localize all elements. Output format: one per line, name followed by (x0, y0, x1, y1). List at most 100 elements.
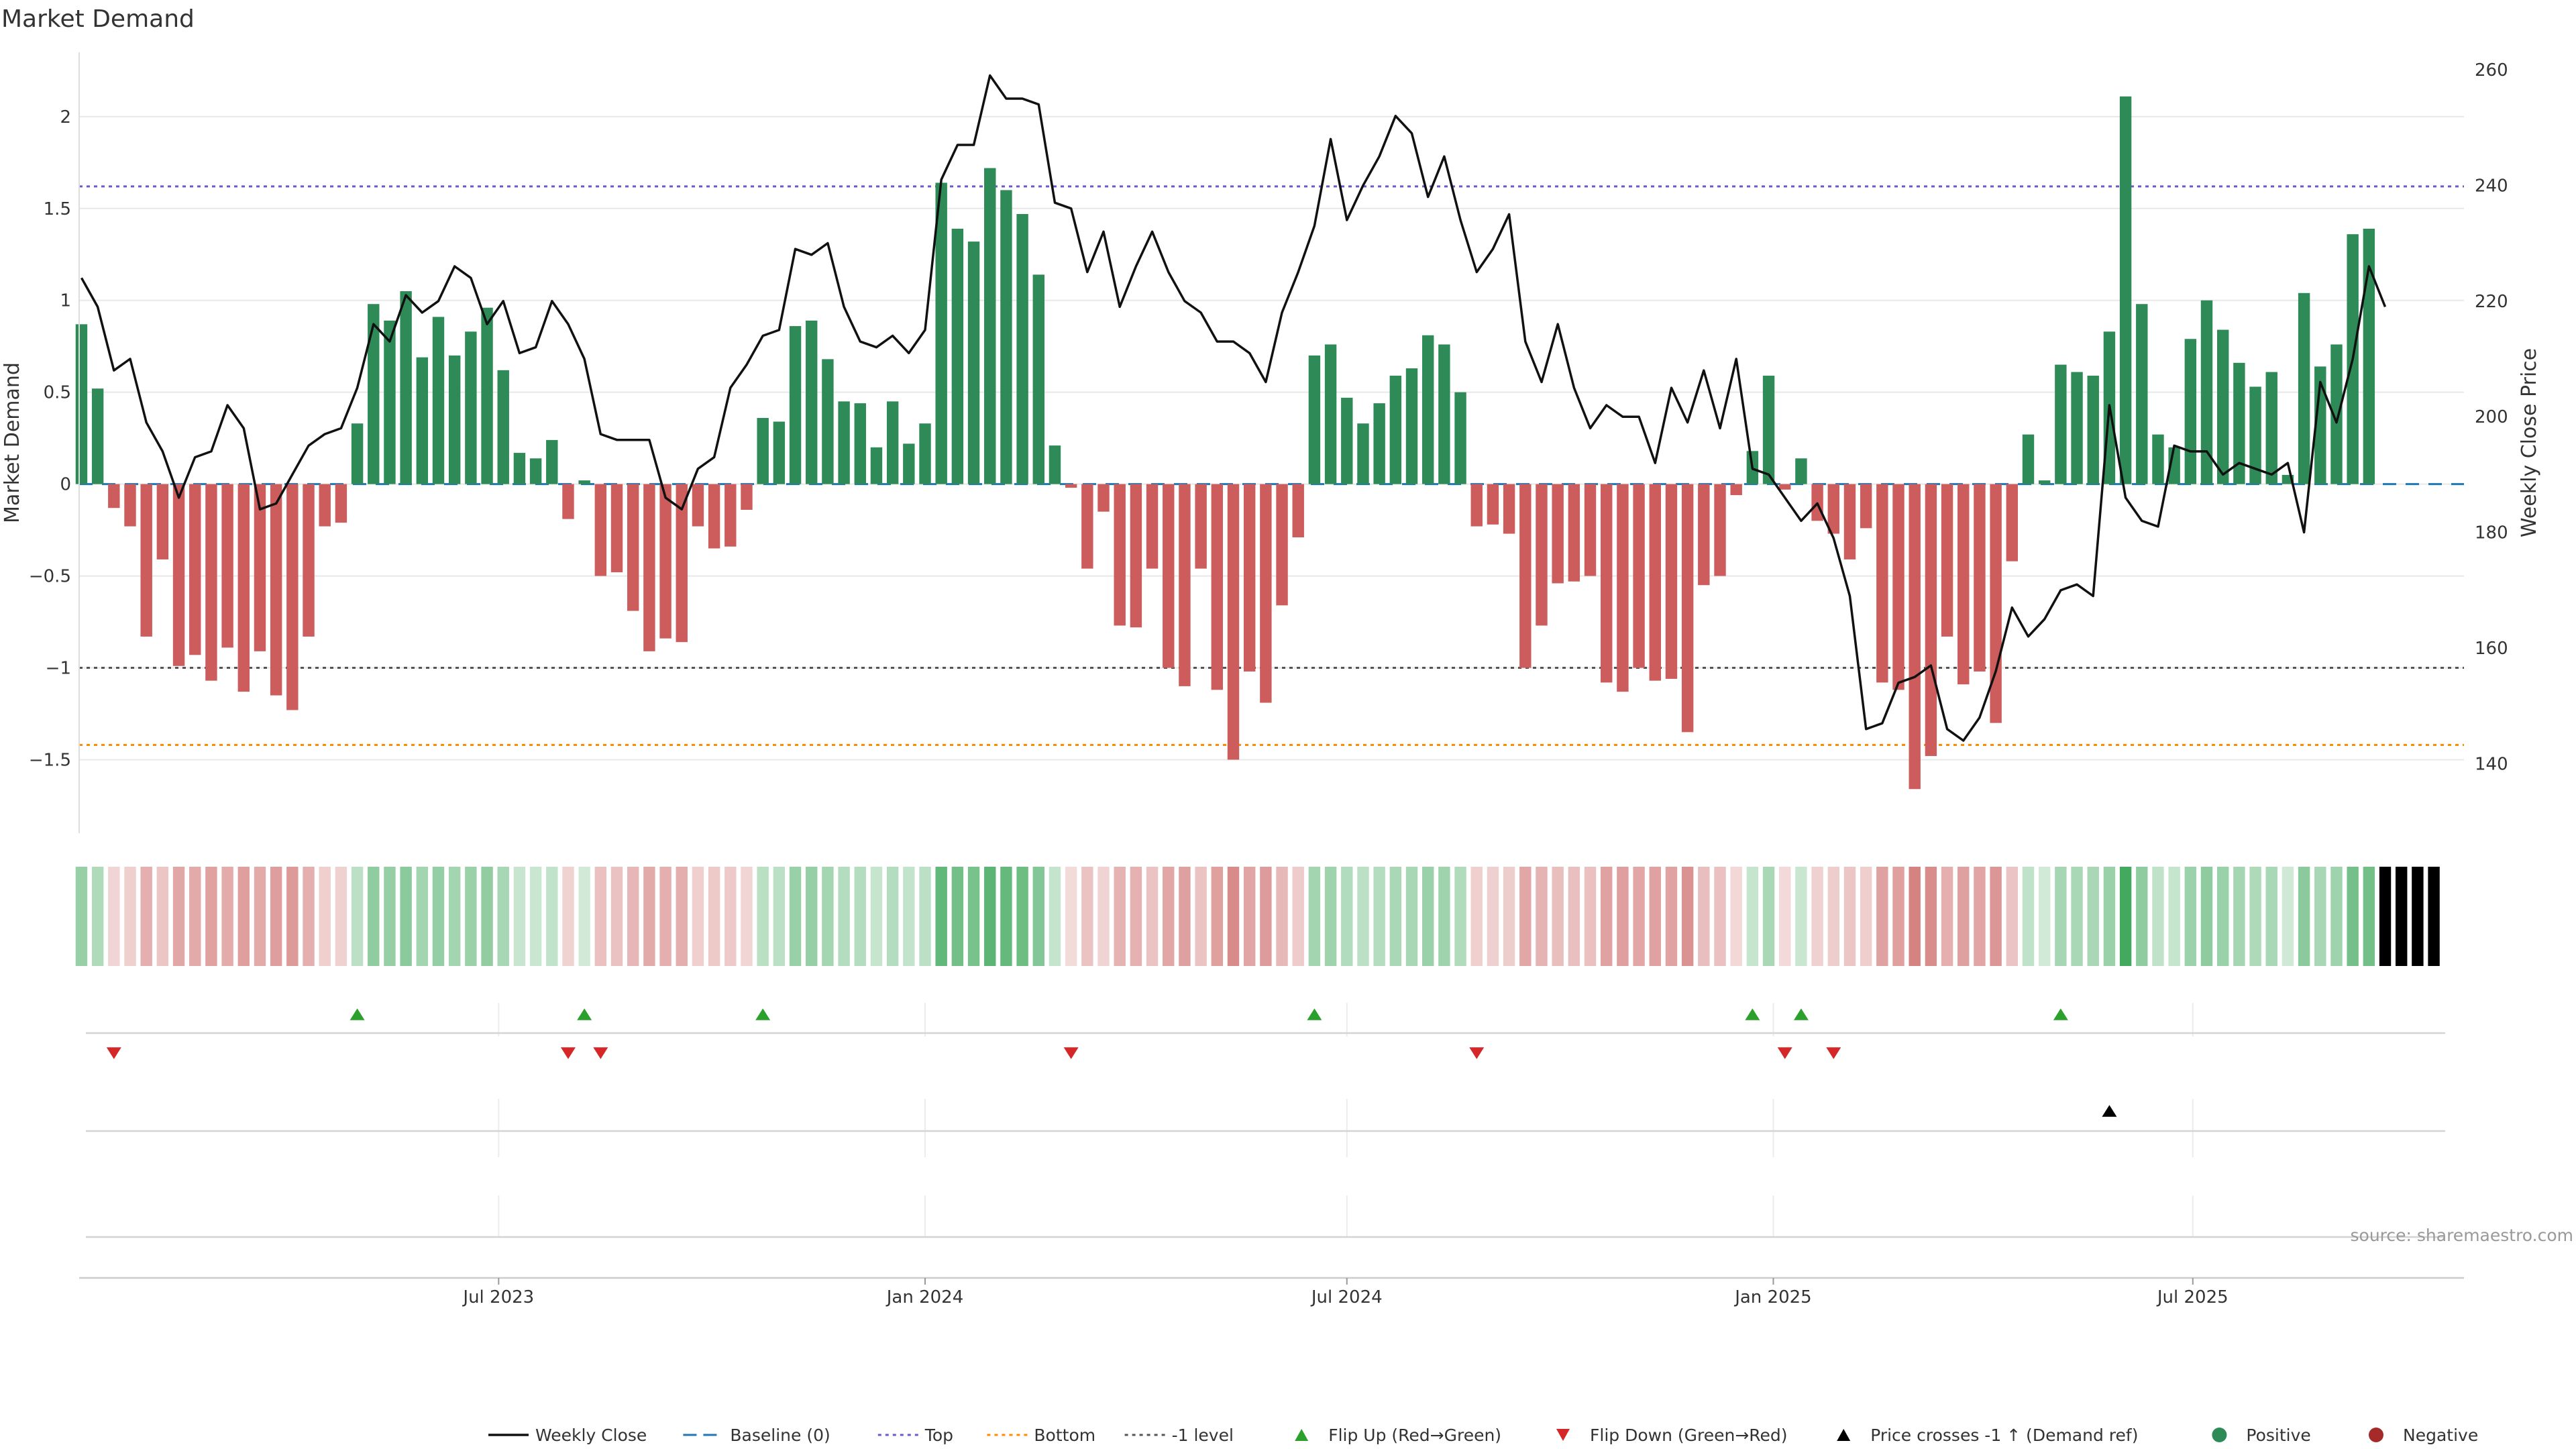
y-tick-label: −1 (46, 659, 71, 679)
demand-bar (951, 228, 964, 484)
strip-cell (546, 867, 558, 966)
demand-bar (1860, 484, 1872, 529)
demand-bar (2022, 434, 2035, 484)
strip-cell (497, 867, 509, 966)
flip-up-marker (755, 1008, 771, 1020)
demand-bar (465, 331, 477, 484)
demand-bar (708, 484, 720, 549)
strip-cell (578, 867, 590, 966)
strip-cell (1341, 867, 1353, 966)
strip-cell (1843, 867, 1856, 966)
demand-bar (2216, 329, 2229, 484)
strip-cell (1357, 867, 1369, 966)
demand-bar (1552, 484, 1564, 584)
strip-cell (1487, 867, 1499, 966)
demand-bar (351, 423, 364, 484)
flip-up-marker (1307, 1008, 1322, 1020)
x-tick-label: Jan 2024 (885, 1287, 964, 1307)
y2-tick-label: 260 (2475, 60, 2508, 80)
demand-bar (1909, 484, 1921, 790)
strip-cell (1601, 867, 1613, 966)
demand-bar (1049, 445, 1061, 484)
demand-bar (2136, 304, 2148, 484)
strip-cell (1957, 867, 1970, 966)
demand-bar (1503, 484, 1515, 534)
demand-axis: −1.5 −1 −0.5 0 0.5 1 1.5 2 (29, 52, 80, 833)
demand-bar (124, 484, 136, 527)
strip-cell (1081, 867, 1093, 966)
strip-cell (2347, 867, 2359, 966)
demand-bar (2119, 96, 2132, 484)
strip-cell (1649, 867, 1661, 966)
cross-markers-panel (86, 1099, 2445, 1157)
strip-cell (2071, 867, 2083, 966)
strip-cell (1665, 867, 1678, 966)
strip-cell (1762, 867, 1775, 966)
strip-cell (1438, 867, 1450, 966)
strip-cell (140, 867, 152, 966)
strip-cell (1827, 867, 1839, 966)
strip-cell (2428, 867, 2440, 966)
demand-bar (529, 458, 542, 484)
strip-cell (1552, 867, 1564, 966)
strip-cell (1519, 867, 1532, 966)
demand-bar (1601, 484, 1613, 683)
strip-cell (951, 867, 964, 966)
strip-cell (1568, 867, 1580, 966)
demand-bar (1827, 484, 1839, 534)
weekly-close-polyline (80, 74, 2387, 742)
strip-cell (1779, 867, 1791, 966)
demand-bar (1179, 484, 1191, 686)
strip-cell (2298, 867, 2310, 966)
demand-bar (254, 484, 266, 651)
y-tick-label: −0.5 (29, 567, 71, 587)
strip-cell (1211, 867, 1224, 966)
strip-cell (124, 867, 136, 966)
strip-cell (806, 867, 818, 966)
strip-cell (432, 867, 445, 966)
demand-bar (1519, 484, 1532, 668)
demand-bar (1016, 214, 1028, 484)
strip-cell (221, 867, 233, 966)
demand-bar (156, 484, 169, 559)
strip-cell (2087, 867, 2099, 966)
demand-bar (1649, 484, 1661, 681)
flip-down-marker (1826, 1047, 1841, 1059)
demand-bar (1130, 484, 1142, 628)
legend-label: Bottom (1034, 1426, 1095, 1445)
demand-bar (1892, 484, 1904, 690)
strip-cell (594, 867, 607, 966)
strip-cell (1421, 867, 1434, 966)
strip-cell (1892, 867, 1904, 966)
flip-up-marker (350, 1008, 365, 1020)
y-tick-label: −1.5 (29, 750, 71, 770)
legend-swatch-tri-up (1837, 1429, 1851, 1441)
demand-bar (1357, 423, 1369, 484)
strip-cell (172, 867, 185, 966)
strip-cell (708, 867, 720, 966)
demand-bar (497, 370, 509, 484)
strip-cell (1260, 867, 1272, 966)
demand-bar (854, 403, 866, 484)
strip-cell (854, 867, 866, 966)
strip-cell (303, 867, 315, 966)
demand-bar (1974, 484, 1986, 672)
strip-cell (757, 867, 769, 966)
strip-cell (1860, 867, 1872, 966)
strip-cell (1292, 867, 1304, 966)
weekly-close-line (80, 74, 2387, 742)
demand-bar (416, 357, 429, 484)
demand-bar (1617, 484, 1629, 692)
demand-bar (432, 317, 445, 484)
demand-bar (2006, 484, 2019, 561)
strip-cell (2330, 867, 2343, 966)
strip-cell (2363, 867, 2375, 966)
strip-cell (1130, 867, 1142, 966)
demand-bar (2087, 376, 2099, 484)
demand-bar (1227, 484, 1240, 760)
strip-cell (205, 867, 217, 966)
date-axis: Jul 2023 Jan 2024 Jul 2024 Jan 2025 Jul 2025 (79, 1277, 2464, 1307)
strip-cell (2006, 867, 2019, 966)
strip-cell (156, 867, 169, 966)
price-axis: 140 160 180 200 220 240 260 (2475, 60, 2508, 775)
